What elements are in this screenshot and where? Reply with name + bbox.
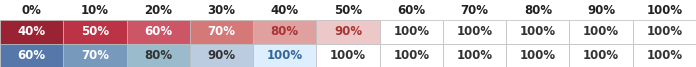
Bar — [190, 20, 253, 44]
Bar — [0, 20, 63, 44]
Text: 100%: 100% — [393, 49, 429, 62]
Bar — [63, 20, 127, 44]
Bar — [443, 20, 506, 44]
Bar — [317, 20, 379, 44]
Bar — [0, 44, 63, 67]
Bar — [127, 20, 190, 44]
Text: 100%: 100% — [647, 25, 682, 38]
Text: 90%: 90% — [334, 25, 362, 38]
Text: 100%: 100% — [647, 4, 682, 17]
Text: 80%: 80% — [271, 25, 299, 38]
Bar — [63, 44, 127, 67]
Bar — [506, 44, 569, 67]
Text: 60%: 60% — [144, 25, 172, 38]
Bar — [379, 44, 443, 67]
Text: 100%: 100% — [457, 49, 493, 62]
Text: 100%: 100% — [457, 25, 493, 38]
Text: 100%: 100% — [393, 25, 429, 38]
Bar — [127, 44, 190, 67]
Text: 0%: 0% — [22, 4, 42, 17]
Text: 70%: 70% — [207, 25, 235, 38]
Bar — [253, 20, 317, 44]
Text: 100%: 100% — [583, 25, 619, 38]
Bar — [633, 20, 696, 44]
Bar — [379, 20, 443, 44]
Bar — [506, 20, 569, 44]
Text: 10%: 10% — [81, 4, 109, 17]
Bar — [569, 20, 633, 44]
Bar — [190, 44, 253, 67]
Text: 40%: 40% — [17, 25, 46, 38]
Text: 50%: 50% — [334, 4, 362, 17]
Text: 50%: 50% — [81, 25, 109, 38]
Text: 60%: 60% — [397, 4, 425, 17]
Text: 100%: 100% — [520, 49, 556, 62]
Bar — [443, 44, 506, 67]
Bar — [633, 44, 696, 67]
Bar — [569, 44, 633, 67]
Text: 40%: 40% — [271, 4, 299, 17]
Text: 60%: 60% — [17, 49, 46, 62]
Text: 20%: 20% — [144, 4, 172, 17]
Text: 100%: 100% — [520, 25, 556, 38]
Text: 90%: 90% — [587, 4, 615, 17]
Bar — [253, 44, 317, 67]
Text: 70%: 70% — [81, 49, 109, 62]
Text: 100%: 100% — [267, 49, 303, 62]
Text: 80%: 80% — [144, 49, 172, 62]
Text: 70%: 70% — [461, 4, 489, 17]
Text: 100%: 100% — [330, 49, 366, 62]
Text: 90%: 90% — [207, 49, 235, 62]
Text: 30%: 30% — [207, 4, 235, 17]
Text: 80%: 80% — [524, 4, 552, 17]
Text: 100%: 100% — [583, 49, 619, 62]
Text: 100%: 100% — [647, 49, 682, 62]
Bar — [317, 44, 379, 67]
